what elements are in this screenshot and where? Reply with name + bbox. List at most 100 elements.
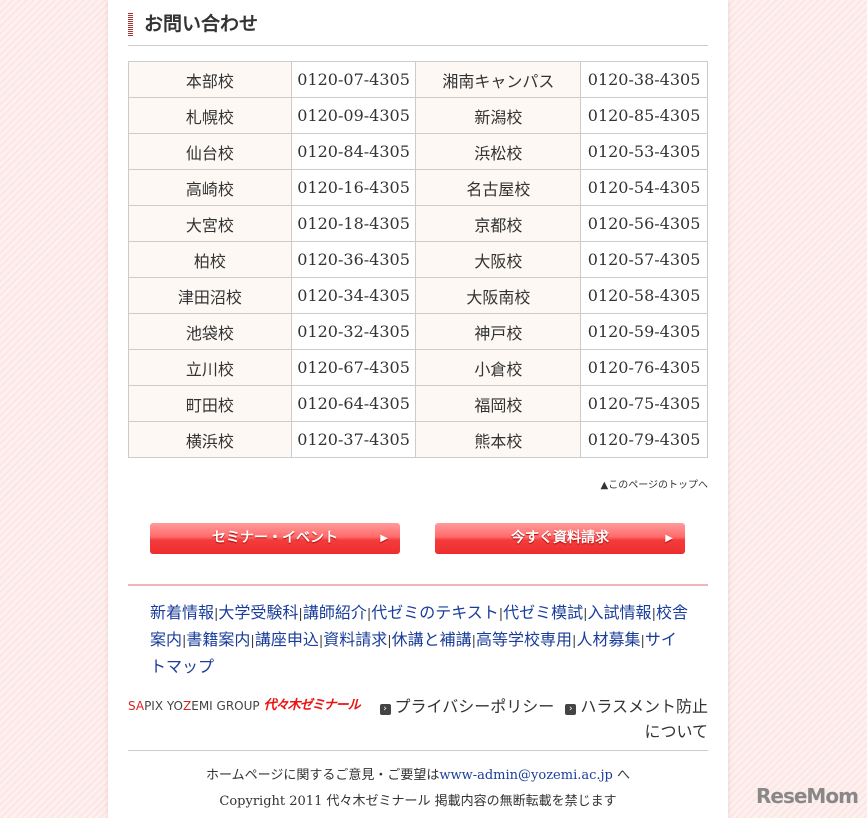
separator: |: [640, 634, 645, 649]
school-name: 名古屋校: [415, 169, 582, 206]
copyright: Copyright 2011 代々木ゼミナール 掲載内容の無断転載を禁じます: [219, 794, 617, 809]
school-name: 高崎校: [128, 169, 292, 206]
footer-link[interactable]: 書籍案内: [186, 630, 251, 649]
button-label: セミナー・イベント: [212, 530, 338, 546]
separator: |: [366, 607, 372, 622]
table-row: 札幌校 0120-09-4305 新潟校 0120-85-4305: [128, 97, 708, 134]
footer-link[interactable]: 校舎案内: [150, 603, 688, 649]
footer-link[interactable]: 高等学校専用: [476, 630, 573, 649]
footer-link[interactable]: 代ゼミ模試: [503, 603, 584, 622]
school-name: 湘南キャンパス: [415, 61, 582, 98]
yozemi-logo[interactable]: 代々木ゼミナール: [263, 698, 361, 713]
phone-number: 0120-18-4305: [290, 205, 417, 242]
school-name: 大阪校: [415, 241, 582, 278]
table-row: 高崎校 0120-16-4305 名古屋校 0120-54-4305: [128, 169, 708, 206]
table-row: 津田沼校 0120-34-4305 大阪南校 0120-58-4305: [128, 277, 708, 314]
phone-number: 0120-56-4305: [580, 205, 708, 242]
footer-link[interactable]: 代ゼミのテキスト: [371, 603, 499, 622]
footer-link[interactable]: 大学受験科: [218, 603, 299, 622]
separator: |: [182, 634, 187, 649]
school-name: 福岡校: [415, 385, 582, 422]
page-title: お問い合わせ: [144, 13, 259, 35]
phone-number: 0120-16-4305: [290, 169, 417, 206]
school-name: 本部校: [128, 61, 292, 98]
email-link[interactable]: www-admin@yozemi.ac.jp: [439, 768, 613, 783]
arrow-box-icon: ›: [565, 704, 577, 715]
separator: |: [651, 607, 656, 622]
phone-number: 0120-09-4305: [290, 97, 417, 134]
seminar-event-button[interactable]: セミナー・イベント ▶: [150, 523, 400, 554]
sapix-yozemi-group-logo: SAPIX YOZEMI GROUP: [128, 699, 260, 713]
resemom-watermark: ReseMom: [756, 784, 859, 808]
divider: [128, 584, 708, 586]
back-to-top-link[interactable]: ▲このページのトップへ: [600, 480, 709, 491]
footer-link[interactable]: 人材募集: [576, 630, 641, 649]
school-name: 柏校: [128, 241, 292, 278]
table-row: 大宮校 0120-18-4305 京都校 0120-56-4305: [128, 205, 708, 242]
heading-marker: [128, 12, 133, 36]
school-name: 池袋校: [128, 313, 292, 350]
phone-number: 0120-54-4305: [580, 169, 708, 206]
table-row: 立川校 0120-67-4305 小倉校 0120-76-4305: [128, 349, 708, 386]
privacy-policy-link[interactable]: › プライバシーポリシー: [379, 697, 554, 716]
footer-link[interactable]: 入試情報: [587, 603, 652, 622]
footer-link[interactable]: 休講と補講: [391, 630, 472, 649]
phone-number: 0120-75-4305: [580, 385, 708, 422]
feedback-line: ホームページに関するご意見・ご要望はwww-admin@yozemi.ac.jp…: [205, 768, 631, 783]
brand-row: SAPIX YOZEMI GROUP 代々木ゼミナール › プライバシーポリシー …: [128, 697, 708, 744]
button-label: 今すぐ資料請求: [511, 530, 609, 546]
phone-number: 0120-64-4305: [290, 385, 417, 422]
table-row: 仙台校 0120-84-4305 浜松校 0120-53-4305: [128, 133, 708, 170]
table-row: 柏校 0120-36-4305 大阪校 0120-57-4305: [128, 241, 708, 278]
phone-number: 0120-38-4305: [580, 61, 708, 98]
phone-number: 0120-53-4305: [580, 133, 708, 170]
separator: |: [250, 634, 255, 649]
phone-number: 0120-85-4305: [580, 97, 708, 134]
separator: |: [318, 634, 324, 649]
school-name: 神戸校: [415, 313, 582, 350]
table-row: 池袋校 0120-32-4305 神戸校 0120-59-4305: [128, 313, 708, 350]
phone-number: 0120-58-4305: [580, 277, 708, 314]
school-name: 大宮校: [128, 205, 292, 242]
contact-table: 本部校 0120-07-4305 湘南キャンパス 0120-38-4305 札幌校 012…: [128, 61, 708, 458]
phone-number: 0120-59-4305: [580, 313, 708, 350]
table-row: 横浜校 0120-37-4305 熊本校 0120-79-4305: [128, 421, 708, 458]
school-name: 京都校: [415, 205, 582, 242]
table-row: 本部校 0120-07-4305 湘南キャンパス 0120-38-4305: [128, 61, 708, 98]
harassment-link[interactable]: › ハラスメント防止について: [565, 697, 708, 741]
separator: |: [583, 607, 588, 622]
footer-nav: 新着情報|大学受験科|講師紹介|代ゼミのテキスト|代ゼミ模試|入試情報|校舎案内…: [150, 600, 690, 679]
footer-link[interactable]: 資料請求: [323, 630, 388, 649]
school-name: 大阪南校: [415, 277, 582, 314]
school-name: 横浜校: [128, 421, 292, 458]
arrow-right-icon: ▶: [665, 533, 673, 544]
arrow-box-icon: ›: [379, 704, 391, 715]
phone-number: 0120-36-4305: [290, 241, 417, 278]
school-name: 熊本校: [415, 421, 582, 458]
phone-number: 0120-07-4305: [290, 61, 417, 98]
school-name: 浜松校: [415, 133, 582, 170]
footer-link[interactable]: サイトマップ: [150, 630, 677, 676]
divider: [128, 750, 708, 751]
school-name: 新潟校: [415, 97, 582, 134]
separator: |: [572, 634, 577, 649]
school-name: 小倉校: [415, 349, 582, 386]
phone-number: 0120-79-4305: [580, 421, 708, 458]
phone-number: 0120-34-4305: [290, 277, 417, 314]
footer-link[interactable]: 新着情報: [150, 603, 215, 622]
footer-link[interactable]: 講座申込: [254, 630, 319, 649]
school-name: 町田校: [128, 385, 292, 422]
phone-number: 0120-84-4305: [290, 133, 417, 170]
school-name: 札幌校: [128, 97, 292, 134]
phone-number: 0120-76-4305: [580, 349, 708, 386]
section-heading: お問い合わせ: [128, 10, 708, 46]
phone-number: 0120-57-4305: [580, 241, 708, 278]
arrow-right-icon: ▶: [380, 533, 388, 544]
school-name: 立川校: [128, 349, 292, 386]
request-materials-button[interactable]: 今すぐ資料請求 ▶: [435, 523, 685, 554]
school-name: 津田沼校: [128, 277, 292, 314]
separator: |: [498, 607, 504, 622]
separator: |: [298, 607, 303, 622]
separator: |: [387, 634, 392, 649]
footer-link[interactable]: 講師紹介: [302, 603, 367, 622]
